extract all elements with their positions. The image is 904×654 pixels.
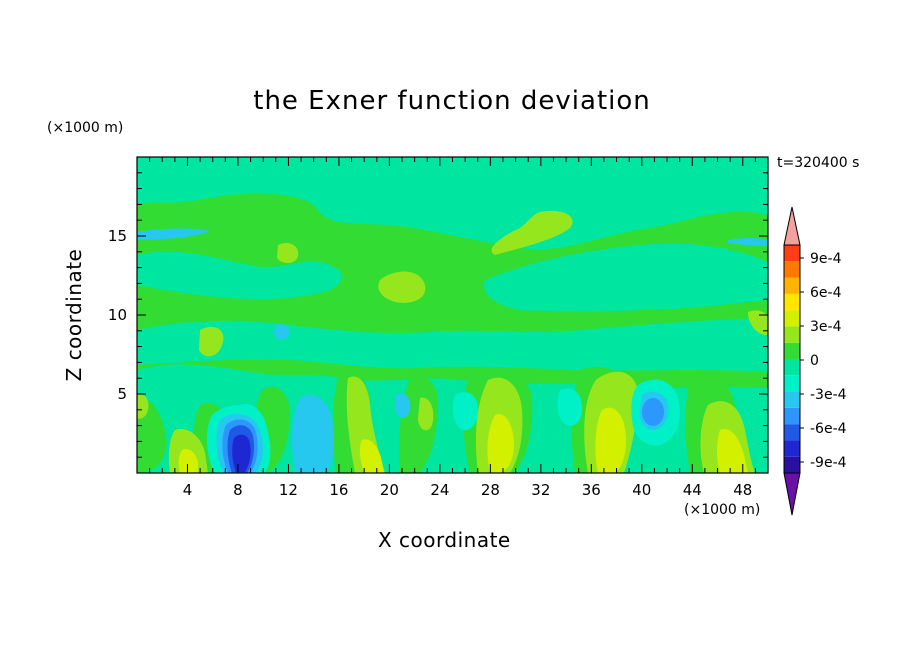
colorbar-extend-max (783, 206, 801, 246)
colorbar-swatch (784, 277, 800, 294)
x-tick-label: 40 (632, 481, 651, 499)
y-tick-label: 10 (108, 306, 127, 324)
colorbar-swatch (784, 391, 800, 408)
colorbar-swatch (784, 359, 800, 376)
x-tick-label: 20 (380, 481, 399, 499)
x-tick-label: 36 (582, 481, 601, 499)
colorbar-swatch (784, 245, 800, 262)
colorbar-swatch (784, 261, 800, 278)
time-label: t=320400 s (777, 155, 860, 171)
colorbar-tick-label: -3e-4 (810, 387, 847, 403)
colorbar-swatch (784, 456, 800, 473)
colorbar-tick-label: -9e-4 (810, 455, 847, 471)
colorbar: 9e-4 6e-4 3e-4 0 -3e-4 -6e-4 -9e-4 (783, 206, 847, 516)
x-axis-label: X coordinate (378, 528, 511, 552)
colorbar-swatch (784, 326, 800, 343)
y-tick-label: 5 (117, 385, 127, 403)
colorbar-tick-label: 0 (810, 353, 819, 369)
colorbar-tick-label: 6e-4 (810, 285, 842, 301)
y-axis: 5 10 15 (108, 172, 768, 458)
colorbar-swatch (784, 293, 800, 311)
x-tick-label: 12 (279, 481, 298, 499)
y-axis-unit: (×1000 m) (47, 120, 124, 136)
x-axis-unit: (×1000 m) (684, 502, 761, 518)
x-axis: 4 8 12 16 20 24 28 32 36 40 44 48 (149, 157, 756, 499)
x-tick-label: 24 (430, 481, 449, 499)
colorbar-swatch (784, 375, 800, 392)
colorbar-swatch (784, 440, 800, 457)
contour-field (137, 157, 768, 473)
chart-title: the Exner function deviation (253, 86, 651, 116)
colorbar-tick-label: 3e-4 (810, 319, 842, 335)
colorbar-swatch (784, 424, 800, 441)
colorbar-swatch (784, 310, 800, 327)
colorbar-swatch (784, 407, 800, 425)
x-tick-label: 28 (481, 481, 500, 499)
y-tick-label: 15 (108, 227, 127, 245)
x-tick-label: 4 (183, 481, 193, 499)
colorbar-tick-label: 9e-4 (810, 251, 842, 267)
x-tick-label: 16 (329, 481, 348, 499)
x-tick-label: 48 (733, 481, 752, 499)
x-tick-label: 44 (683, 481, 702, 499)
colorbar-tick-label: -6e-4 (810, 421, 847, 437)
colorbar-extend-min (783, 472, 801, 516)
y-axis-label: Z coordinate (62, 248, 86, 382)
colorbar-swatch (784, 342, 800, 359)
x-tick-label: 32 (531, 481, 550, 499)
x-tick-label: 8 (233, 481, 243, 499)
